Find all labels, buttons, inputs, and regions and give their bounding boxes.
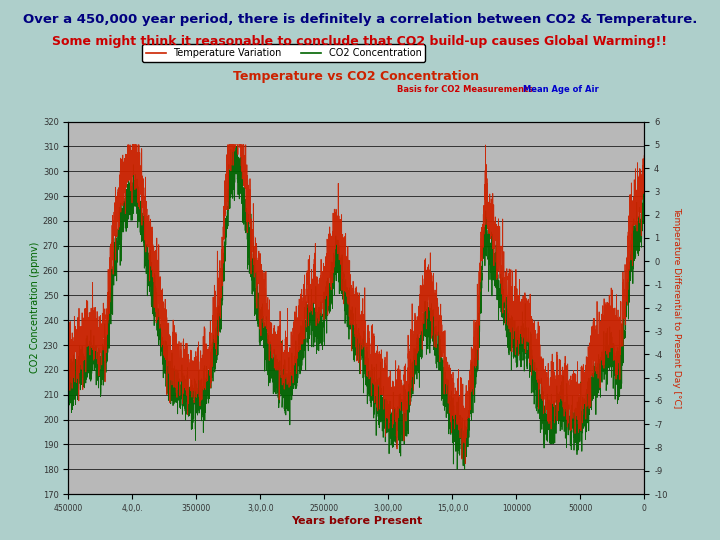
- Legend: Temperature Variation, CO2 Concentration: Temperature Variation, CO2 Concentration: [143, 44, 426, 62]
- Text: Over a 450,000 year period, there is definitely a correlation between CO2 & Temp: Over a 450,000 year period, there is def…: [23, 14, 697, 26]
- Y-axis label: CO2 Concentration (ppmv): CO2 Concentration (ppmv): [30, 242, 40, 374]
- X-axis label: Years before Present: Years before Present: [291, 516, 422, 525]
- Text: Basis for CO2 Measurements:: Basis for CO2 Measurements:: [397, 85, 536, 94]
- Title: Temperature vs CO2 Concentration: Temperature vs CO2 Concentration: [233, 70, 480, 83]
- Text: Mean Age of Air: Mean Age of Air: [523, 85, 599, 94]
- Y-axis label: Temperature Differential to Present Day [°C]: Temperature Differential to Present Day …: [672, 207, 682, 408]
- Text: Some might think it reasonable to conclude that CO2 build-up causes Global Warmi: Some might think it reasonable to conclu…: [53, 35, 667, 48]
